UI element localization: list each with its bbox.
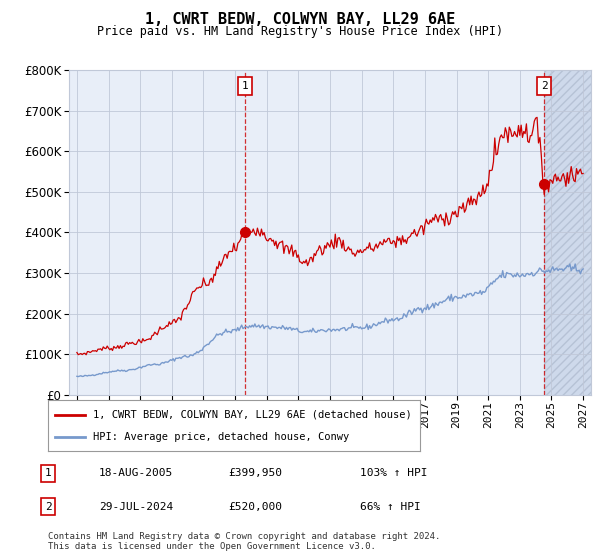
Text: Price paid vs. HM Land Registry's House Price Index (HPI): Price paid vs. HM Land Registry's House … xyxy=(97,25,503,38)
Text: HPI: Average price, detached house, Conwy: HPI: Average price, detached house, Conw… xyxy=(92,432,349,442)
Text: 1: 1 xyxy=(44,468,52,478)
Text: 29-JUL-2024: 29-JUL-2024 xyxy=(99,502,173,512)
Text: £520,000: £520,000 xyxy=(228,502,282,512)
Text: 1: 1 xyxy=(242,81,248,91)
Text: 1, CWRT BEDW, COLWYN BAY, LL29 6AE (detached house): 1, CWRT BEDW, COLWYN BAY, LL29 6AE (deta… xyxy=(92,409,412,419)
Text: 2: 2 xyxy=(44,502,52,512)
Text: Contains HM Land Registry data © Crown copyright and database right 2024.
This d: Contains HM Land Registry data © Crown c… xyxy=(48,532,440,552)
Bar xyxy=(544,70,591,395)
Text: £399,950: £399,950 xyxy=(228,468,282,478)
Text: 2: 2 xyxy=(541,81,548,91)
Text: 1, CWRT BEDW, COLWYN BAY, LL29 6AE: 1, CWRT BEDW, COLWYN BAY, LL29 6AE xyxy=(145,12,455,27)
Text: 66% ↑ HPI: 66% ↑ HPI xyxy=(360,502,421,512)
Text: 18-AUG-2005: 18-AUG-2005 xyxy=(99,468,173,478)
Text: 103% ↑ HPI: 103% ↑ HPI xyxy=(360,468,427,478)
